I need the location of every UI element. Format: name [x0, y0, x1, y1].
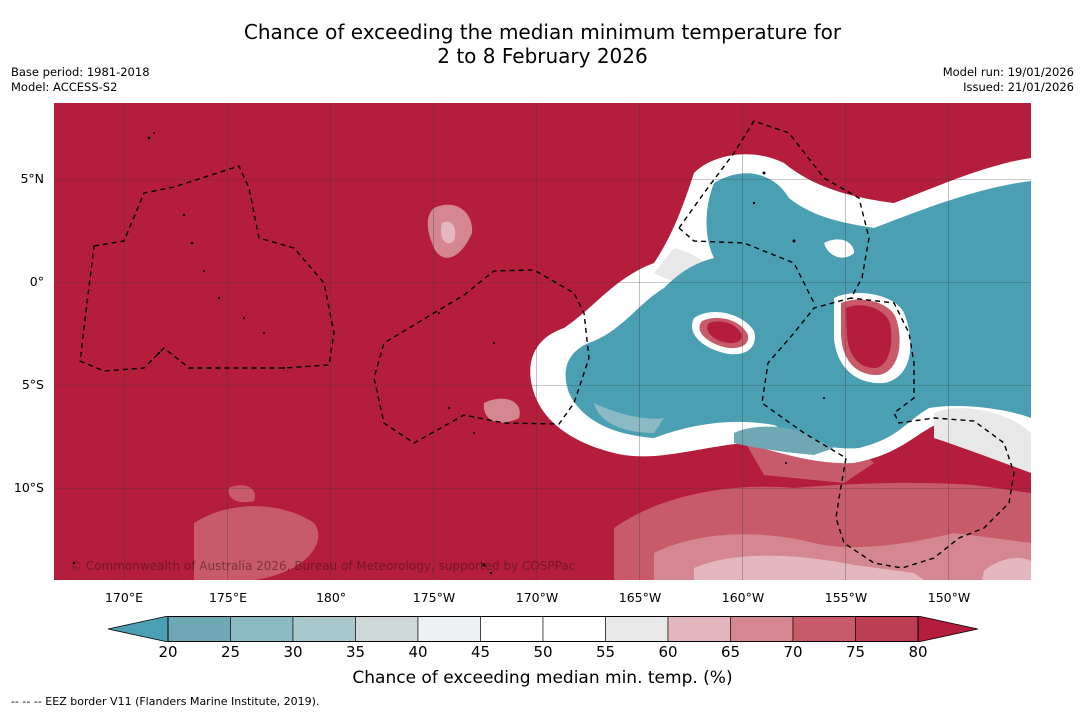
- red-islands: [692, 239, 911, 384]
- colorbar-tick-label: 75: [845, 643, 866, 661]
- copyright-notice: © Commonwealth of Australia 2026, Bureau…: [70, 559, 576, 573]
- lat-label-5n: 5°N: [20, 171, 44, 186]
- forecast-map: [54, 103, 1031, 580]
- colorbar-cell: [417, 616, 481, 642]
- colorbar-cell: [480, 616, 544, 642]
- colorbar-tick-label: 45: [470, 643, 491, 661]
- islands: [72, 132, 825, 575]
- colorbar-cell: [792, 616, 856, 642]
- colorbar-tick-label: 30: [283, 643, 303, 661]
- colorbar-label: Chance of exceeding median min. temp. (%…: [352, 668, 733, 688]
- lon-label-170e: 170°E: [104, 590, 143, 605]
- lon-label-180: 180°: [315, 590, 347, 605]
- lon-label-150w: 150°W: [927, 590, 971, 605]
- lat-label-10s: 10°S: [13, 480, 44, 495]
- colorbar-cell: [355, 616, 419, 642]
- lon-label-170w: 170°W: [515, 590, 559, 605]
- page-title: Chance of exceeding the median minimum t…: [0, 20, 1085, 68]
- colorbar-tick-label: 20: [158, 643, 178, 661]
- colorbar-tick-label: 50: [533, 643, 553, 661]
- meta-left: Base period: 1981-2018 Model: ACCESS-S2: [11, 65, 150, 95]
- colorbar-tick-label: 35: [345, 643, 366, 661]
- lon-label-175e: 175°E: [208, 590, 247, 605]
- colorbar-tick-label: 60: [658, 643, 678, 661]
- colorbar-tick-label: 65: [720, 643, 741, 661]
- lat-label-5s: 5°S: [21, 377, 44, 392]
- colorbar-under-arrow: [108, 616, 169, 642]
- title-line-2: 2 to 8 February 2026: [437, 44, 648, 68]
- title-line-1: Chance of exceeding the median minimum t…: [243, 20, 842, 44]
- colorbar-cell: [730, 616, 794, 642]
- lon-label-155w: 155°W: [824, 590, 868, 605]
- graticule: [54, 103, 1031, 580]
- lon-label-165w: 165°W: [618, 590, 662, 605]
- colorbar: [108, 616, 978, 642]
- colorbar-tick-label: 80: [908, 643, 928, 661]
- colorbar-tick-label: 25: [220, 643, 241, 661]
- meta-right: Model run: 19/01/2026 Issued: 21/01/2026: [943, 65, 1074, 95]
- colorbar-outline: [167, 616, 919, 642]
- colorbar-tick-label: 40: [408, 643, 428, 661]
- colorbar-cell: [542, 616, 606, 642]
- colorbar-over-arrow: [917, 616, 978, 642]
- colorbar-tick-label: 55: [595, 643, 616, 661]
- colorbar-cell: [855, 616, 919, 642]
- eez-footnote: -- -- -- EEZ border V11 (Flanders Marine…: [11, 695, 320, 708]
- lon-label-160w: 160°W: [721, 590, 765, 605]
- colorbar-tick-label: 70: [783, 643, 803, 661]
- model-run: Model run: 19/01/2026: [942, 65, 1074, 79]
- base-period: Base period: 1981-2018: [11, 65, 150, 79]
- colorbar-cell: [667, 616, 731, 642]
- colorbar-cell: [605, 616, 669, 642]
- issued-date: Issued: 21/01/2026: [963, 80, 1074, 94]
- model-name: Model: ACCESS-S2: [11, 80, 118, 94]
- colorbar-cells: [167, 616, 919, 642]
- colorbar-cell: [167, 616, 231, 642]
- lon-label-175w: 175°W: [412, 590, 456, 605]
- eez-borders: [79, 120, 1015, 569]
- lat-label-0: 0°: [29, 274, 44, 289]
- colorbar-cell: [292, 616, 356, 642]
- colorbar-cell: [230, 616, 294, 642]
